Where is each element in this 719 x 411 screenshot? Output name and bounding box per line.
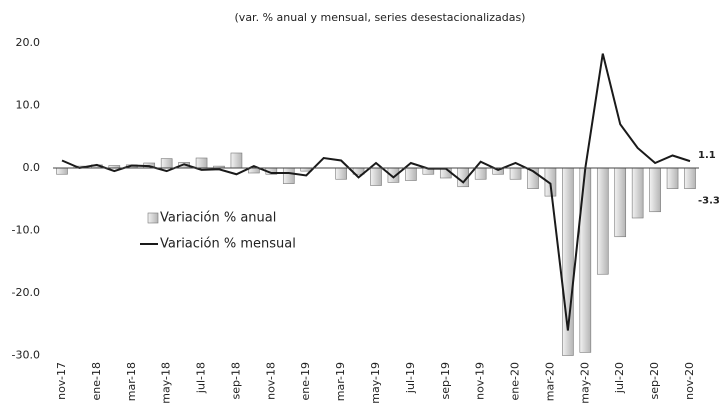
bar [56, 167, 68, 175]
y-tick-label: 0.0 [23, 161, 41, 174]
x-tick-label: nov-19 [474, 362, 487, 400]
x-tick-label: nov-18 [264, 362, 277, 400]
bar [160, 158, 173, 169]
data-label: 1.1 [698, 150, 716, 161]
bar [666, 167, 679, 189]
data-label: -3.3 [698, 196, 719, 207]
x-tick-label: jul-20 [613, 362, 626, 394]
x-tick-label: ene-20 [509, 362, 522, 400]
x-tick-label: jul-18 [195, 362, 208, 394]
x-tick-label: may-20 [578, 362, 591, 404]
bar [649, 167, 661, 213]
x-tick-label: ene-18 [90, 362, 103, 400]
bar [684, 167, 696, 189]
x-tick-label: may-19 [369, 362, 382, 404]
y-tick-label: -20.0 [12, 286, 40, 299]
x-tick-label: nov-20 [683, 362, 696, 400]
legend-swatch [147, 212, 159, 224]
x-tick-label: mar-18 [125, 362, 138, 401]
chart-title: (var. % anual y mensual, series desestac… [235, 11, 526, 24]
bar [405, 167, 417, 181]
x-tick-label: nov-17 [55, 362, 68, 400]
x-tick-label: ene-19 [299, 362, 312, 400]
legend-label: Variación % anual [160, 211, 276, 226]
legend-label: Variación % mensual [160, 237, 296, 252]
x-tick-label: sep-19 [439, 362, 452, 399]
bar [631, 167, 644, 219]
x-tick-label: mar-19 [334, 362, 347, 401]
bar [370, 167, 382, 186]
y-tick-label: -10.0 [12, 224, 40, 237]
bar [195, 157, 208, 169]
x-tick-label: jul-19 [404, 362, 417, 394]
x-tick-label: sep-18 [229, 362, 242, 399]
bar [335, 167, 347, 180]
y-tick-label: 10.0 [16, 99, 41, 112]
bar [509, 167, 522, 180]
y-tick-label: 20.0 [16, 36, 41, 49]
line [61, 53, 691, 331]
bar [282, 167, 295, 184]
x-tick-label: sep-20 [648, 362, 661, 399]
x-tick-label: mar-20 [543, 362, 556, 401]
x-tick-label: may-18 [160, 362, 173, 404]
bar [230, 152, 243, 169]
y-tick-label: -30.0 [12, 349, 40, 362]
bar [474, 167, 487, 180]
bar [596, 167, 609, 275]
bar [614, 167, 627, 238]
